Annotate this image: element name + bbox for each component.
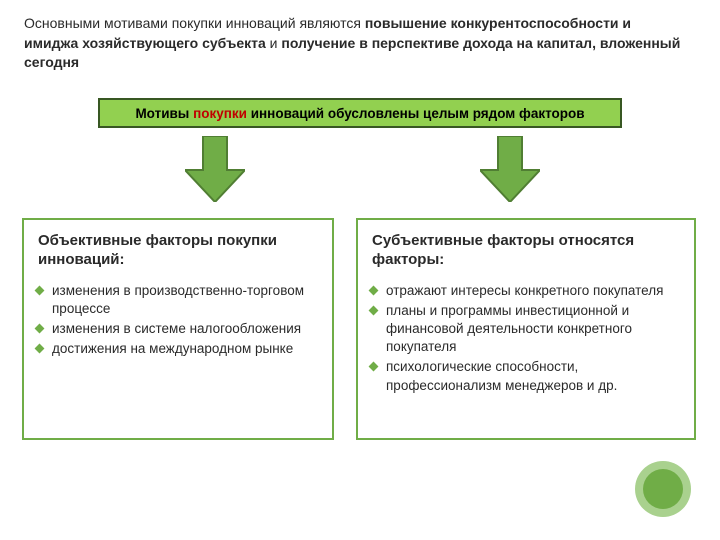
motives-banner: Мотивы покупки инноваций обусловлены цел… <box>98 98 622 128</box>
subjective-title: Субъективные факторы относятся факторы: <box>372 232 680 270</box>
arrow-left <box>185 136 245 207</box>
list-item: изменения в производственно-торговом про… <box>38 282 318 318</box>
list-item: отражают интересы конкретного покупателя <box>372 282 680 300</box>
list-item: планы и программы инвестиционной и финан… <box>372 302 680 357</box>
banner-red: покупки <box>193 106 247 121</box>
arrow-right <box>480 136 540 207</box>
list-item: психологические способности, профессиона… <box>372 358 680 394</box>
list-item: достижения на международном рынке <box>38 340 318 358</box>
intro-mid: и <box>266 35 282 51</box>
objective-title: Объективные факторы покупки инноваций: <box>38 232 318 270</box>
objective-list: изменения в производственно-торговом про… <box>38 282 318 359</box>
intro-text: Основными мотивами покупки инноваций явл… <box>24 14 684 73</box>
banner-before: Мотивы <box>135 106 193 121</box>
subjective-list: отражают интересы конкретного покупателя… <box>372 282 680 395</box>
objective-factors-box: Объективные факторы покупки инноваций: и… <box>22 218 334 440</box>
intro-prefix: Основными мотивами покупки инноваций явл… <box>24 15 365 31</box>
banner-after: инноваций обусловлены целым рядом фактор… <box>247 106 585 121</box>
decorative-circle-icon <box>634 460 692 518</box>
list-item: изменения в системе налогообложения <box>38 320 318 338</box>
subjective-factors-box: Субъективные факторы относятся факторы: … <box>356 218 696 440</box>
